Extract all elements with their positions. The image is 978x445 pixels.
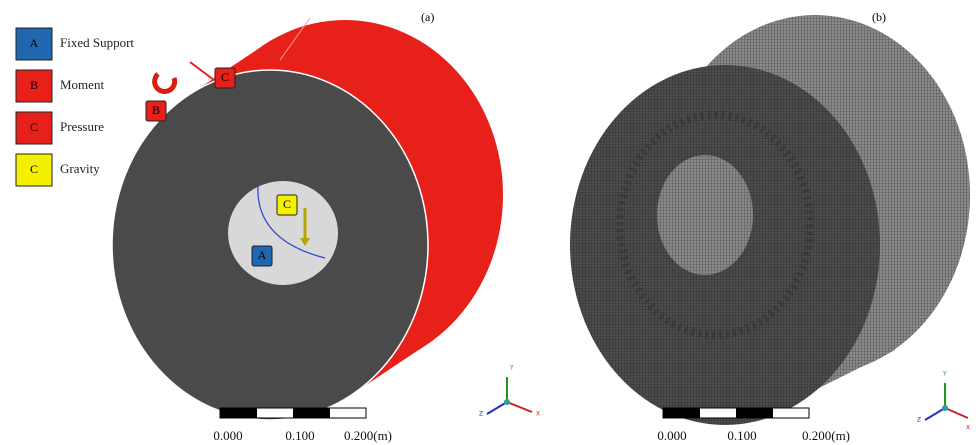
triad-label: X [966,425,970,432]
scale-label: 0.200(m) [344,428,392,443]
axis-triad: Y Z X [479,365,540,418]
legend-text: Fixed Support [60,35,134,50]
panel-label: (a) [421,10,434,24]
scale-label: 0.000 [213,428,242,443]
scale-label: 0.200(m) [802,428,850,443]
triad-label: Y [509,365,514,372]
scale-seg [293,408,330,418]
legend-text: Moment [60,77,104,92]
callout: C [221,70,229,84]
callout: C [283,197,291,211]
triad-label: Y [942,371,947,378]
triad-label: Z [917,417,921,424]
legend-letter: C [30,162,38,176]
legend-letter: A [30,36,39,50]
scale-bar: 0.000 0.100 0.200(m) [213,408,392,443]
callout: B [152,103,160,117]
triad-label: X [536,411,540,418]
panel-a: (a) A Fixed Support B Moment C Pressure … [16,10,540,443]
callout: A [258,248,267,262]
mesh-hole [657,155,753,275]
legend: A Fixed Support B Moment C Pressure C Gr… [16,28,134,186]
axis-triad: Y Z X [917,371,970,432]
panel-b: (b) 0.000 0.100 0.200(m) Y Z X [570,10,970,443]
pressure-leader [190,62,214,80]
moment-icon [155,74,175,91]
scale-label: 0.000 [657,428,686,443]
scale-label: 0.100 [285,428,314,443]
figure: (a) A Fixed Support B Moment C Pressure … [0,0,978,445]
legend-letter: C [30,120,38,134]
legend-text: Gravity [60,161,100,176]
legend-letter: B [30,78,38,92]
scale-bar: 0.000 0.100 0.200(m) [657,408,850,443]
panel-label: (b) [872,10,886,24]
scale-label: 0.100 [727,428,756,443]
triad-label: Z [479,411,483,418]
legend-text: Pressure [60,119,104,134]
scale-seg [220,408,257,418]
